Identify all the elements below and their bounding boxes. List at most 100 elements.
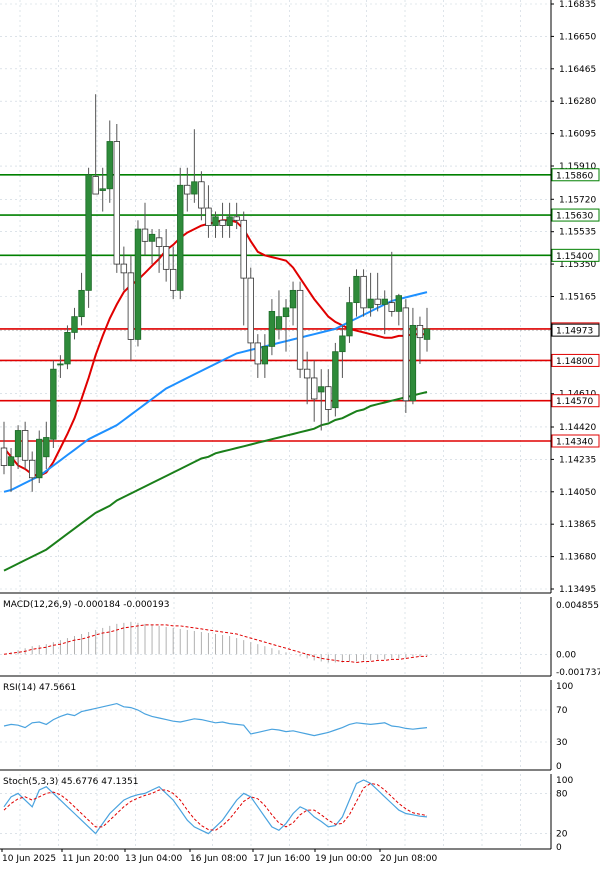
candle-bear bbox=[113, 141, 120, 265]
ma-slow-line bbox=[3, 391, 428, 572]
candle-bull bbox=[148, 233, 156, 242]
y-tick-label: 1.16835 bbox=[559, 0, 596, 10]
candle-bear bbox=[205, 207, 212, 226]
x-tick-label: 11 Jun 20:00 bbox=[62, 854, 119, 864]
x-tick-label: 16 Jun 08:00 bbox=[190, 854, 247, 864]
y-tick-label: 1.15165 bbox=[559, 293, 596, 303]
x-tick-label: 13 Jun 04:00 bbox=[125, 854, 182, 864]
candle-bull bbox=[64, 332, 71, 365]
candle-bear bbox=[310, 377, 318, 400]
level-tag bbox=[551, 208, 600, 222]
macd-signal-line bbox=[3, 624, 427, 664]
rsi-tick-label: 70 bbox=[556, 706, 568, 716]
level-tag bbox=[551, 168, 600, 182]
candle-bull bbox=[14, 430, 22, 458]
candle-bear bbox=[254, 342, 261, 365]
candle-bull bbox=[423, 328, 431, 340]
candle-bull bbox=[226, 216, 233, 226]
candle-bear bbox=[92, 176, 99, 195]
candle-bull bbox=[134, 228, 142, 340]
x-tick-label: 17 Jun 16:00 bbox=[253, 854, 310, 864]
y-tick-label: 1.16650 bbox=[559, 32, 596, 42]
candlesticks bbox=[0, 94, 431, 492]
candle-bear bbox=[198, 181, 205, 209]
candle-bull bbox=[353, 275, 360, 304]
candle-bear bbox=[162, 246, 170, 270]
current-price-tag bbox=[551, 323, 600, 337]
y-tick-label: 1.14420 bbox=[559, 423, 596, 433]
candle-bear bbox=[296, 289, 304, 370]
y-tick-label: 1.13495 bbox=[559, 585, 596, 595]
level-tag bbox=[551, 434, 600, 448]
candle-bull bbox=[191, 181, 198, 195]
level-tag-label: 1.15630 bbox=[556, 212, 593, 222]
stoch-label: Stoch(5,3,3) 45.6776 47.1351 bbox=[3, 777, 138, 787]
y-tick-label: 1.14050 bbox=[559, 488, 596, 498]
x-tick-label: 19 Jun 00:00 bbox=[315, 854, 372, 864]
candle-bear bbox=[240, 219, 247, 279]
macd-tick-label: 0.004855 bbox=[556, 601, 599, 611]
candle-bear bbox=[141, 228, 149, 242]
candle-bull bbox=[57, 363, 64, 366]
level-tag-label: 1.14340 bbox=[556, 437, 593, 447]
candle-bull bbox=[212, 216, 219, 226]
candle-bear bbox=[402, 307, 410, 402]
level-tag-label: 1.14570 bbox=[556, 397, 593, 407]
candle-bear bbox=[120, 263, 128, 274]
current-price-label: 1.14973 bbox=[556, 327, 593, 337]
stoch-tick-label: 20 bbox=[556, 830, 568, 840]
candle-bull bbox=[409, 324, 417, 402]
candle-bull bbox=[367, 298, 374, 309]
horizontal-levels bbox=[0, 173, 551, 442]
rsi-tick-label: 100 bbox=[556, 682, 573, 692]
stoch-tick-label: 0 bbox=[556, 843, 562, 853]
y-tick-label: 1.15910 bbox=[559, 162, 596, 172]
macd-label: MACD(12,26,9) -0.000184 -0.000193 bbox=[3, 600, 169, 610]
rsi-line bbox=[3, 702, 428, 737]
y-tick-label: 1.13680 bbox=[559, 553, 596, 563]
candle-bull bbox=[36, 438, 43, 479]
candle-bull bbox=[261, 346, 269, 365]
rsi-panel bbox=[3, 702, 428, 737]
macd-tick-label: -0.001737 bbox=[556, 668, 600, 678]
stoch-tick-label: 80 bbox=[556, 789, 568, 799]
ma-mid-line bbox=[3, 291, 428, 493]
candle-bull bbox=[78, 289, 85, 318]
y-tick-label: 1.13865 bbox=[559, 520, 596, 530]
rsi-label: RSI(14) 47.5661 bbox=[3, 683, 76, 693]
labels: 1.158601.156301.154001.149801.148001.145… bbox=[3, 168, 600, 787]
level-tag bbox=[551, 394, 600, 408]
candle-bear bbox=[303, 368, 311, 379]
level-tag-label: 1.14800 bbox=[556, 357, 593, 367]
candle-bull bbox=[106, 141, 113, 190]
y-tick-label: 1.16280 bbox=[559, 97, 596, 107]
candle-bull bbox=[99, 188, 106, 191]
rsi-tick-label: 30 bbox=[556, 738, 568, 748]
level-tag-label: 1.15860 bbox=[556, 171, 593, 181]
y-tick-label: 1.16465 bbox=[559, 65, 596, 75]
candle-bull bbox=[71, 316, 78, 333]
rsi-tick-label: 0 bbox=[556, 762, 562, 772]
candle-bear bbox=[0, 447, 8, 466]
candle-bull bbox=[7, 456, 15, 466]
level-tag bbox=[551, 353, 600, 367]
candle-bear bbox=[219, 219, 226, 226]
candle-bull bbox=[50, 368, 57, 440]
candle-bull bbox=[346, 302, 353, 337]
candle-bull bbox=[395, 295, 402, 312]
level-tag bbox=[551, 248, 600, 262]
candle-bear bbox=[127, 272, 135, 340]
candle-bear bbox=[233, 216, 240, 221]
y-tick-label: 1.15720 bbox=[559, 195, 596, 205]
candle-bull bbox=[43, 437, 50, 458]
y-tick-label: 1.15350 bbox=[559, 260, 596, 270]
y-tick-label: 1.16095 bbox=[559, 130, 596, 140]
candle-bear bbox=[374, 298, 381, 305]
macd-panel bbox=[3, 621, 428, 664]
candle-bull bbox=[318, 386, 325, 393]
candle-bull bbox=[339, 335, 346, 353]
candle-bull bbox=[289, 289, 297, 309]
candle-bull bbox=[332, 351, 339, 409]
level-tag-label: 1.15400 bbox=[556, 252, 593, 262]
